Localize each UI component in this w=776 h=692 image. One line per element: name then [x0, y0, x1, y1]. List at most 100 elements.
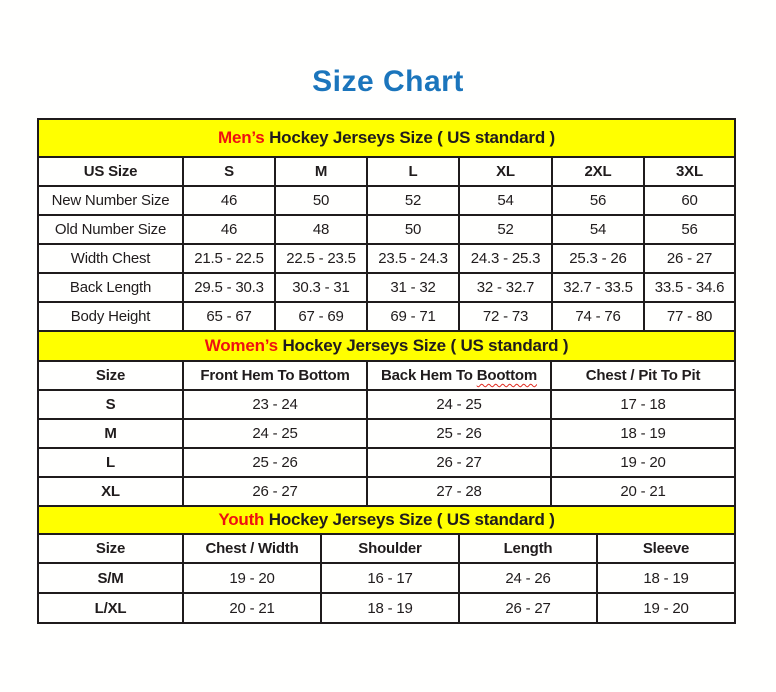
row-label: XL [37, 476, 184, 507]
table-cell: 54 [551, 214, 645, 245]
table-cell: 25.3 - 26 [551, 243, 645, 274]
table-cell: 32 - 32.7 [458, 272, 553, 303]
table-cell: 69 - 71 [366, 301, 460, 332]
table-cell: 24 - 25 [182, 418, 368, 449]
table-cell: 17 - 18 [549, 389, 737, 420]
table-cell: 23 - 24 [182, 389, 368, 420]
table-row: S 23 - 24 24 - 25 17 - 18 [37, 389, 737, 420]
womens-section-title-rest: Hockey Jerseys Size ( US standard ) [277, 336, 569, 355]
womens-section-band: Women’s Hockey Jerseys Size ( US standar… [36, 330, 737, 362]
table-cell: 31 - 32 [366, 272, 460, 303]
youth-header-row: Size Chest / Width Shoulder Length Sleev… [37, 533, 736, 564]
table-cell: 52 [366, 185, 460, 216]
table-cell: 24 - 26 [458, 562, 598, 594]
table-row: New Number Size 46 50 52 54 56 60 [37, 185, 736, 216]
mens-section-title-rest: Hockey Jerseys Size ( US standard ) [264, 128, 555, 147]
row-label: L [37, 447, 184, 478]
size-chart-document: Size Chart Men’s Hockey Jerseys Size ( U… [36, 65, 737, 624]
row-label: Back Length [37, 272, 184, 303]
table-cell: 67 - 69 [274, 301, 368, 332]
table-cell: 18 - 19 [549, 418, 737, 449]
youth-header-cell: Sleeve [596, 533, 736, 564]
table-cell: 23.5 - 24.3 [366, 243, 460, 274]
row-label: S/M [37, 562, 184, 594]
table-cell: 20 - 21 [549, 476, 737, 507]
table-cell: 54 [458, 185, 553, 216]
youth-section-title-rest: Hockey Jerseys Size ( US standard ) [264, 510, 555, 529]
tables-container: Men’s Hockey Jerseys Size ( US standard … [36, 118, 737, 624]
table-cell: 18 - 19 [596, 562, 736, 594]
table-cell: 24 - 25 [366, 389, 552, 420]
womens-header-cell: Front Hem To Bottom [182, 360, 368, 391]
table-cell: 25 - 26 [366, 418, 552, 449]
mens-header-cell: M [274, 156, 368, 187]
womens-header-cell: Back Hem To Boottom [366, 360, 552, 391]
table-cell: 26 - 27 [643, 243, 736, 274]
table-row: L 25 - 26 26 - 27 19 - 20 [37, 447, 737, 478]
youth-section-title-highlight: Youth [218, 510, 265, 529]
womens-header-cell: Size [37, 360, 184, 391]
table-row: M 24 - 25 25 - 26 18 - 19 [37, 418, 737, 449]
table-cell: 74 - 76 [551, 301, 645, 332]
table-cell: 46 [182, 214, 276, 245]
row-label: Width Chest [37, 243, 184, 274]
table-cell: 18 - 19 [320, 592, 460, 624]
table-row: XL 26 - 27 27 - 28 20 - 21 [37, 476, 737, 507]
page-title: Size Chart [312, 65, 464, 98]
table-row: L/XL 20 - 21 18 - 19 26 - 27 19 - 20 [37, 592, 736, 624]
mens-section-band: Men’s Hockey Jerseys Size ( US standard … [37, 118, 736, 158]
mens-header-cell: 3XL [643, 156, 736, 187]
row-label: S [37, 389, 184, 420]
table-cell: 25 - 26 [182, 447, 368, 478]
womens-header-back-prefix: Back Hem To [381, 367, 477, 384]
table-cell: 16 - 17 [320, 562, 460, 594]
row-label: Old Number Size [37, 214, 184, 245]
youth-section-title: Youth Hockey Jerseys Size ( US standard … [37, 505, 736, 535]
row-label: Body Height [37, 301, 184, 332]
table-cell: 48 [274, 214, 368, 245]
mens-header-cell: 2XL [551, 156, 645, 187]
womens-section-title: Women’s Hockey Jerseys Size ( US standar… [36, 330, 737, 362]
womens-size-table: Women’s Hockey Jerseys Size ( US standar… [36, 330, 737, 507]
table-cell: 72 - 73 [458, 301, 553, 332]
row-label: New Number Size [37, 185, 184, 216]
table-cell: 27 - 28 [366, 476, 552, 507]
table-cell: 50 [366, 214, 460, 245]
table-row: Width Chest 21.5 - 22.5 22.5 - 23.5 23.5… [37, 243, 736, 274]
youth-size-table: Youth Hockey Jerseys Size ( US standard … [37, 505, 736, 624]
mens-size-table: Men’s Hockey Jerseys Size ( US standard … [37, 118, 736, 332]
table-cell: 26 - 27 [182, 476, 368, 507]
womens-header-cell: Chest / Pit To Pit [549, 360, 737, 391]
table-row: Body Height 65 - 67 67 - 69 69 - 71 72 -… [37, 301, 736, 332]
table-cell: 52 [458, 214, 553, 245]
table-row: Back Length 29.5 - 30.3 30.3 - 31 31 - 3… [37, 272, 736, 303]
youth-header-cell: Length [458, 533, 598, 564]
youth-header-cell: Chest / Width [182, 533, 322, 564]
table-cell: 24.3 - 25.3 [458, 243, 553, 274]
row-label: M [37, 418, 184, 449]
table-cell: 29.5 - 30.3 [182, 272, 276, 303]
table-cell: 65 - 67 [182, 301, 276, 332]
table-cell: 77 - 80 [643, 301, 736, 332]
youth-header-cell: Size [37, 533, 184, 564]
table-cell: 26 - 27 [366, 447, 552, 478]
table-cell: 56 [643, 214, 736, 245]
womens-header-back-misspelled-word: Boottom [476, 367, 537, 384]
table-row: Old Number Size 46 48 50 52 54 56 [37, 214, 736, 245]
table-cell: 46 [182, 185, 276, 216]
row-label: L/XL [37, 592, 184, 624]
mens-header-cell: S [182, 156, 276, 187]
mens-header-row: US Size S M L XL 2XL 3XL [37, 156, 736, 187]
table-row: S/M 19 - 20 16 - 17 24 - 26 18 - 19 [37, 562, 736, 594]
table-cell: 32.7 - 33.5 [551, 272, 645, 303]
womens-section-title-highlight: Women’s [204, 336, 278, 355]
youth-section-band: Youth Hockey Jerseys Size ( US standard … [37, 505, 736, 535]
table-cell: 30.3 - 31 [274, 272, 368, 303]
table-cell: 20 - 21 [182, 592, 322, 624]
table-cell: 19 - 20 [182, 562, 322, 594]
mens-header-cell: XL [458, 156, 553, 187]
table-cell: 19 - 20 [596, 592, 736, 624]
table-cell: 26 - 27 [458, 592, 598, 624]
youth-header-cell: Shoulder [320, 533, 460, 564]
mens-header-cell: US Size [37, 156, 184, 187]
